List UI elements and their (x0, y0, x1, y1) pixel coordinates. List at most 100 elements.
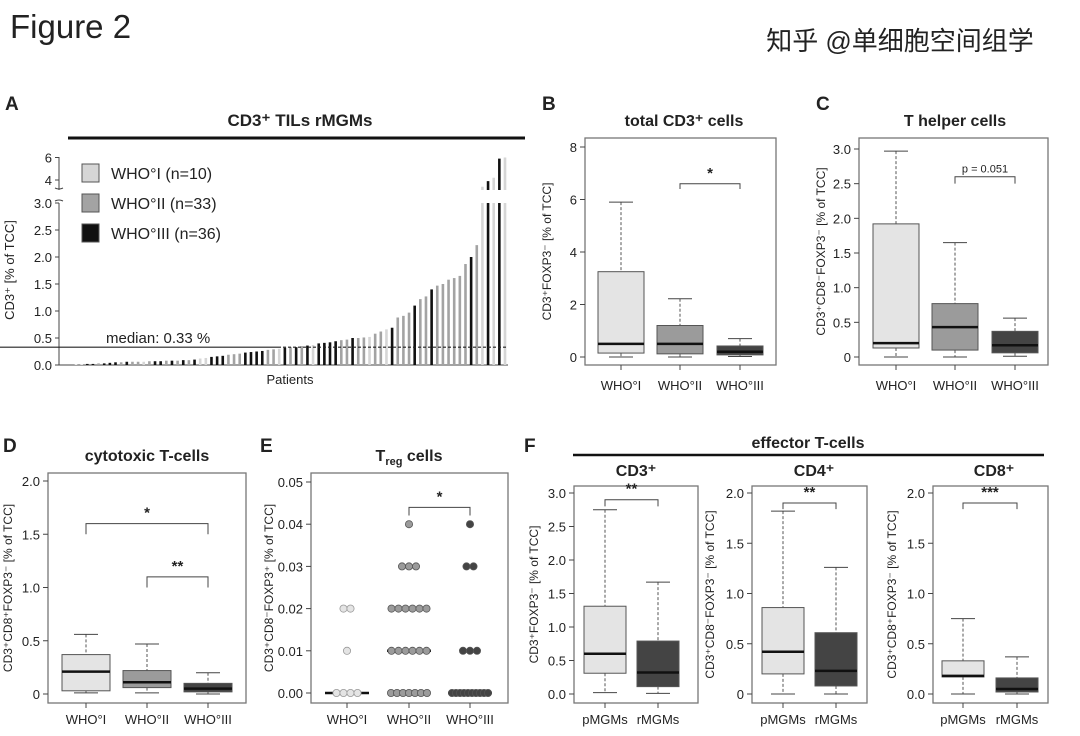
bar (176, 360, 179, 365)
bar (424, 296, 428, 365)
y-tick-label: 0.5 (548, 654, 566, 669)
y-axis-label: CD3⁺FOXP3⁻ [% of TCC] (540, 183, 554, 321)
data-point (346, 689, 355, 698)
y-tick-label: 0 (737, 687, 744, 702)
y-tick-label: 1.5 (548, 587, 566, 602)
bar (204, 357, 208, 365)
box (656, 325, 704, 355)
y-tick-label: 0.0 (34, 358, 52, 373)
x-tick-label: rMGMs (996, 712, 1039, 727)
box (122, 670, 172, 689)
data-point (353, 689, 362, 698)
panel-label-f: F (524, 436, 536, 457)
bar (503, 203, 507, 365)
bar (390, 327, 394, 365)
bar (249, 352, 253, 365)
bar (244, 352, 247, 365)
plot-frame (858, 137, 1049, 366)
data-point (472, 646, 481, 655)
chart-title: CD8⁺ (974, 463, 1014, 480)
legend-swatch (81, 223, 100, 243)
panel-a: A CD3⁺ TILs rMGMs 0.0 0.5 1.0 1.5 2.0 2.5 3.0 4 6 C… (0, 94, 525, 387)
panel-label-b: B (542, 94, 556, 115)
bar (452, 278, 456, 365)
box (814, 632, 858, 687)
bar (458, 275, 462, 365)
bar (464, 264, 467, 365)
bar (289, 347, 292, 365)
y-tick-label: 1.0 (833, 281, 851, 296)
bar (80, 364, 83, 365)
y-tick-label: 0.5 (726, 637, 744, 652)
bar (294, 347, 298, 365)
y-tick-label: 2.5 (34, 223, 52, 238)
data-point (422, 604, 431, 613)
bar (340, 340, 343, 365)
median-label: median: 0.33 % (106, 330, 210, 347)
x-tick-label: WHO°III (716, 378, 764, 393)
box (597, 271, 645, 354)
bar (232, 354, 236, 365)
significance-label: * (144, 505, 150, 522)
y-axis-label: CD3⁺CD8⁻FOXP3⁻ [% of TCC] (703, 510, 717, 678)
bar (447, 279, 450, 365)
y-tick-label: 2.5 (548, 520, 566, 535)
bar (74, 364, 78, 365)
box (941, 660, 985, 678)
x-tick-label: WHO°II (933, 378, 977, 393)
bar (238, 353, 241, 365)
title-text: CD3⁺ (616, 463, 656, 480)
bar (255, 351, 258, 365)
y-tick-label: 4 (570, 245, 577, 260)
data-point (394, 604, 403, 613)
bar (498, 203, 501, 365)
plot-frame (573, 485, 699, 704)
x-tick-label: WHO°I (601, 378, 642, 393)
title-text: CD4⁺ (794, 463, 834, 480)
legend-swatch (81, 193, 100, 213)
y-tick-label: 2.0 (22, 474, 40, 489)
y-tick-label: 6 (570, 193, 577, 208)
bar (227, 354, 230, 365)
x-axis-label: Patients (267, 372, 314, 387)
data-point (397, 562, 406, 571)
y-tick-label: 0.04 (278, 517, 303, 532)
significance-label: ** (172, 558, 184, 575)
data-point (422, 646, 431, 655)
y-axis-label: CD3⁺FOXP3⁻ [% of TCC] (527, 526, 541, 664)
bar (266, 349, 270, 365)
data-point (411, 562, 420, 571)
bar (85, 363, 89, 365)
bar (159, 361, 162, 365)
x-tick-label: WHO°III (446, 712, 494, 727)
bar (131, 361, 134, 365)
significance-label: * (707, 165, 713, 182)
x-tick-label: rMGMs (637, 712, 680, 727)
y-axis-label: CD3⁺CD8⁻FOXP3⁻ [% of TCC] (814, 167, 828, 335)
bar (170, 360, 174, 365)
y-axis-label: CD3⁺ [% of TCC] (2, 220, 17, 320)
x-tick-label: pMGMs (760, 712, 806, 727)
bar (441, 284, 445, 365)
figure-title: Figure 2 (10, 8, 132, 45)
bar (379, 331, 383, 365)
axis-break-mark (54, 187, 64, 202)
y-tick-label: 1.5 (726, 536, 744, 551)
x-tick-label: rMGMs (815, 712, 858, 727)
data-point (465, 646, 474, 655)
bar (419, 299, 422, 365)
box (761, 607, 805, 675)
bar (260, 350, 264, 365)
y-axis-label: CD3⁺CD8⁺FOXP3⁻ [% of TCC] (885, 510, 899, 678)
x-tick-label: pMGMs (940, 712, 986, 727)
data-point (387, 604, 396, 613)
bar (165, 360, 168, 365)
box (872, 223, 920, 349)
box (716, 345, 764, 356)
bar (407, 312, 411, 365)
y-tick-label: 6 (45, 151, 52, 166)
bar (108, 362, 112, 365)
bar-upper (492, 177, 496, 190)
y-tick-label: 0.5 (22, 634, 40, 649)
